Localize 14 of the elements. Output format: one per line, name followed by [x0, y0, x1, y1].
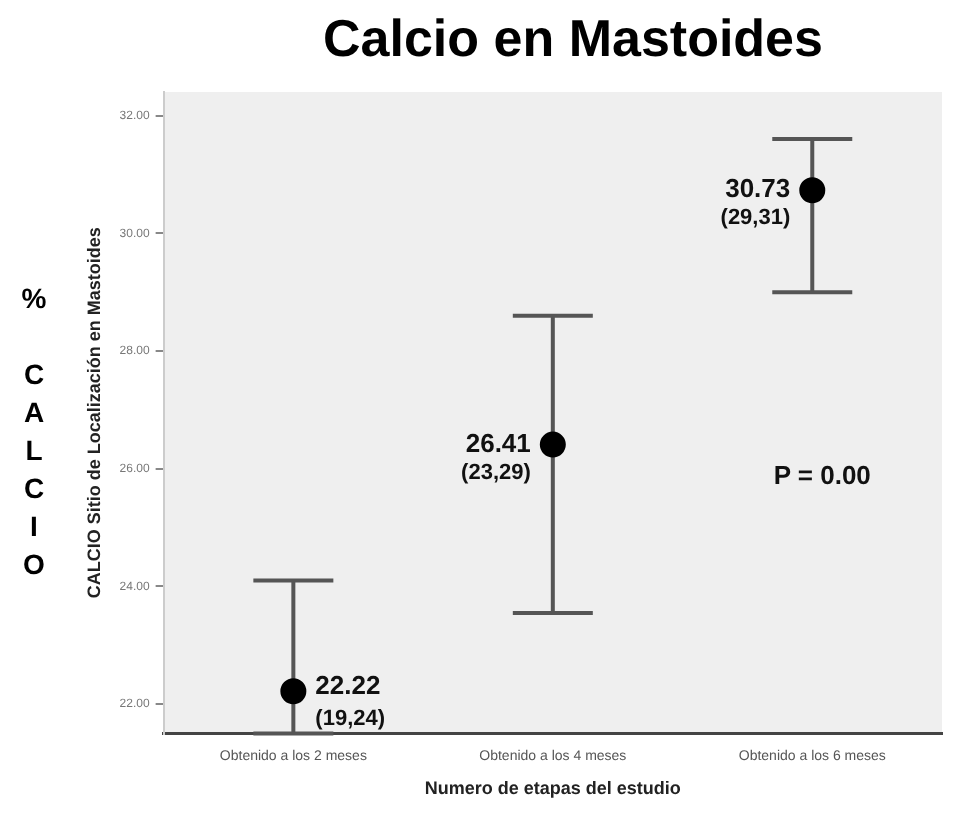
data-label: 22.22 — [315, 670, 381, 701]
annotation: P = 0.00 — [773, 460, 871, 491]
chart-title: Calcio en Mastoides — [321, 8, 825, 70]
point — [539, 431, 566, 458]
point — [799, 177, 826, 204]
annotation: (19,24) — [315, 707, 386, 732]
y-axis-title: CALCIO Sitio de Localización en Mastoides — [83, 227, 104, 599]
point — [280, 678, 307, 705]
annotation: (29,31) — [720, 206, 791, 231]
x-axis-title: Numero de etapas del estudio — [424, 778, 682, 799]
data-label: 30.73 — [725, 173, 791, 204]
data-label: 26.41 — [465, 427, 531, 458]
annotation: (23,29) — [461, 460, 532, 485]
text: % CALCIO — [21, 282, 47, 580]
